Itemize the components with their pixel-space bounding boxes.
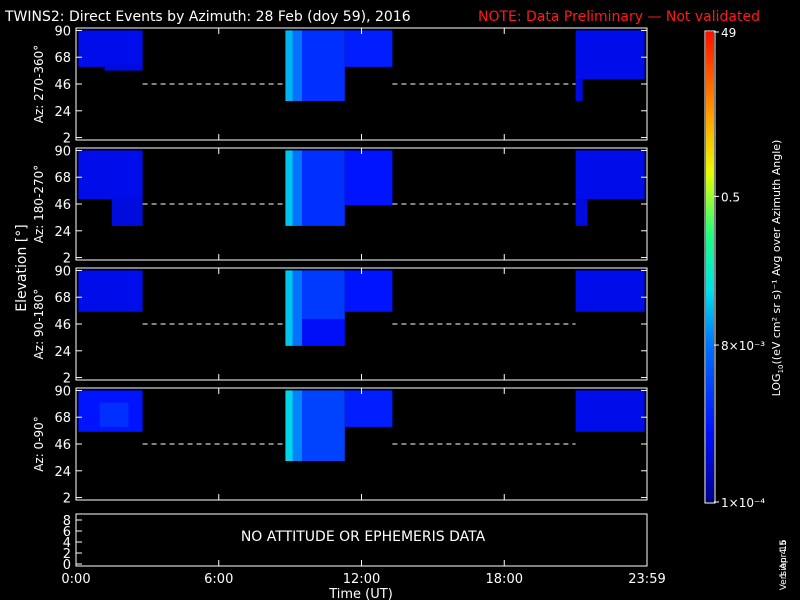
heatmap-cell (302, 319, 345, 346)
heatmap-cell (111, 196, 143, 226)
colorbar-tick-label: 0.5 (721, 190, 740, 204)
y-tick-label: 68 (54, 51, 71, 66)
heatmap-cell (302, 30, 345, 101)
chart-title: TWINS2: Direct Events by Azimuth: 28 Feb… (4, 9, 411, 25)
heatmap-cell (292, 390, 302, 461)
heatmap-cell (285, 30, 293, 101)
heatmap-cell (302, 150, 345, 226)
y-tick-label: 46 (54, 198, 71, 213)
panel-1: 90 68 46 24 2 Az: 270-360° (32, 24, 648, 147)
y-tick-label: 46 (54, 438, 71, 453)
footer-version: Version 4.5 (779, 540, 789, 590)
panel-4: 90 68 46 24 2 Az: 0-90° (32, 384, 648, 507)
panel-2: 90 68 46 24 2 Az: 180-270° (32, 144, 648, 267)
y-tick-label: 2 (63, 492, 71, 507)
colorbar-scale (706, 32, 714, 502)
heatmap-cell (575, 150, 645, 200)
y-tick-label: 2 (63, 132, 71, 147)
heatmap-cell (292, 30, 302, 101)
y-tick-label: 24 (54, 105, 71, 120)
heatmap-cell (285, 390, 293, 461)
x-tick-label: 6:00 (204, 572, 233, 587)
heatmap-cell (104, 64, 143, 71)
colorbar-label-sub: 10 (777, 365, 785, 374)
y-tick-label: 2 (63, 372, 71, 387)
y-tick-label: 4 (63, 536, 71, 551)
y-tick-label: 46 (54, 78, 71, 93)
footer-date: 1 Apr 16 (779, 539, 789, 578)
colorbar-frame (704, 30, 716, 504)
y-tick-label: 24 (54, 345, 71, 360)
panel-label: Az: 0-90° (32, 416, 46, 472)
x-tick-label: 23:59 (628, 572, 665, 587)
y-tick-label: 8 (63, 514, 71, 529)
panel-label: Az: 180-270° (32, 165, 46, 244)
heatmap-cell (344, 390, 393, 427)
y-tick-label: 2 (63, 547, 71, 562)
no-data-message: NO ATTITUDE OR EPHEMERIS DATA (241, 529, 486, 545)
preliminary-note: NOTE: Data Preliminary — Not validated (478, 9, 760, 25)
panel-label: Az: 270-360° (32, 45, 46, 124)
panel-3: 90 68 46 24 2 Az: 90-180° (32, 264, 648, 387)
heatmap-cell (78, 270, 143, 312)
y-tick-label: 6 (63, 525, 71, 540)
y-tick-label: 90 (54, 24, 71, 39)
colorbar-tick-label: 8×10⁻³ (721, 339, 765, 353)
heatmap-cell (99, 402, 129, 427)
heatmap-cell (285, 150, 293, 226)
heatmap-cell (575, 30, 645, 80)
y-tick-label: 68 (54, 291, 71, 306)
x-tick-label: 12:00 (343, 572, 380, 587)
heatmap-cell (344, 30, 393, 67)
colorbar-tick-label: 1×10⁻⁴ (721, 496, 765, 510)
colorbar: 49 0.5 8×10⁻³ 1×10⁻⁴ LOG10((eV cm² sr s)⁻¹ … (704, 26, 785, 510)
heatmap-cell (344, 150, 393, 206)
y-tick-label: 90 (54, 144, 71, 159)
y-tick-label: 24 (54, 225, 71, 240)
y-tick-label: 2 (63, 252, 71, 267)
y-tick-label: 68 (54, 171, 71, 186)
y-axis-label: Elevation [°] (14, 224, 30, 311)
heatmap-cell (78, 150, 143, 200)
heatmap-cell (292, 150, 302, 226)
heatmap-cell (344, 270, 393, 312)
x-axis-label: Time (UT) (328, 587, 393, 600)
colorbar-title: LOG10((eV cm² sr s)⁻¹ Avg over Azimuth A… (770, 140, 785, 397)
y-tick-label: 68 (54, 411, 71, 426)
heatmap-cell (575, 390, 645, 432)
y-tick-label: 90 (54, 264, 71, 279)
x-tick-label: 18:00 (486, 572, 523, 587)
heatmap-cell (285, 270, 293, 346)
y-tick-label: 90 (54, 384, 71, 399)
y-tick-label: 46 (54, 318, 71, 333)
colorbar-label-main: LOG (770, 373, 783, 396)
heatmap-cell (302, 270, 345, 320)
heatmap-cell (302, 390, 345, 461)
heatmap-cell (575, 79, 583, 101)
colorbar-tick-label: 49 (721, 26, 736, 40)
heatmap-cell (575, 199, 588, 226)
heatmap-cell (575, 270, 645, 312)
y-tick-label: 0 (63, 558, 71, 573)
x-tick-label: 0:00 (61, 572, 90, 587)
heatmap-cell (78, 30, 143, 67)
heatmap-cell (292, 270, 302, 346)
colorbar-label-rest: ((eV cm² sr s)⁻¹ Avg over Azimuth Angle) (770, 140, 783, 365)
y-tick-label: 24 (54, 465, 71, 480)
panel-label: Az: 90-180° (32, 289, 46, 360)
